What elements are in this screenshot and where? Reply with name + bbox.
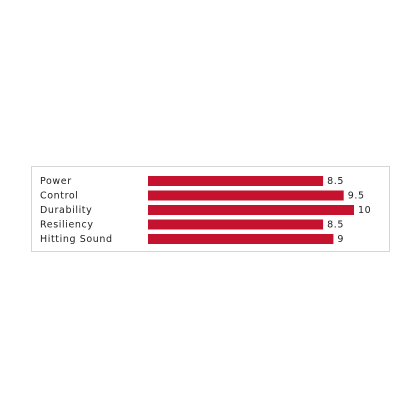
category-label: Hitting Sound	[40, 234, 113, 245]
bar	[148, 219, 324, 230]
value-label: 9	[337, 234, 344, 245]
bar	[148, 176, 324, 186]
category-label: Durability	[40, 205, 92, 216]
category-label: Resiliency	[40, 220, 94, 231]
category-label: Control	[40, 191, 79, 202]
bar	[148, 190, 344, 201]
bar	[148, 205, 354, 215]
value-label: 8.5	[327, 220, 344, 231]
value-label: 10	[358, 205, 371, 216]
value-label: 9.5	[348, 191, 365, 202]
value-label: 8.5	[327, 176, 344, 187]
category-label: Power	[40, 176, 72, 187]
bar	[148, 234, 334, 244]
